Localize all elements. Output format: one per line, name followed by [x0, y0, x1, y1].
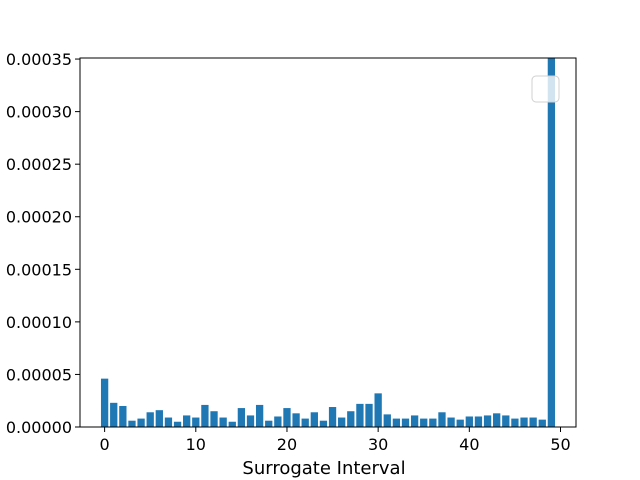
bar-33 — [401, 418, 410, 427]
bar-16 — [246, 415, 255, 427]
y-tick-label: 0.00005 — [6, 365, 72, 384]
x-tick-label: 10 — [186, 435, 206, 454]
bar-43 — [493, 413, 501, 427]
bar-34 — [410, 415, 419, 427]
y-tick-label: 0.00010 — [6, 313, 72, 332]
bar-0 — [100, 378, 109, 427]
x-tick-label: 50 — [550, 435, 570, 454]
x-axis-label: Surrogate Interval — [242, 458, 405, 479]
y-tick-label: 0.00015 — [6, 260, 72, 279]
bar-25 — [328, 407, 337, 427]
bar-14 — [228, 421, 236, 427]
bar-21 — [292, 413, 300, 427]
bar-17 — [255, 404, 264, 427]
bar-22 — [301, 418, 309, 427]
bar-44 — [502, 415, 510, 427]
y-tick-label: 0.00020 — [6, 208, 72, 227]
bar-31 — [383, 414, 391, 427]
bar-5 — [146, 412, 154, 427]
bar-32 — [392, 418, 401, 427]
y-tick-label: 0.00025 — [6, 155, 72, 174]
bar-40 — [465, 416, 473, 427]
y-tick-label: 0.00000 — [6, 418, 72, 437]
bar-37 — [438, 412, 446, 427]
bar-42 — [483, 415, 492, 427]
bar-2 — [119, 405, 127, 427]
bar-8 — [173, 421, 182, 427]
bar-26 — [338, 417, 346, 427]
bar-35 — [420, 418, 428, 427]
bar-29 — [365, 403, 373, 427]
bar-11 — [201, 404, 209, 427]
bar-30 — [374, 393, 382, 427]
bar-18 — [265, 420, 273, 427]
bar-4 — [137, 418, 145, 427]
bar-45 — [511, 418, 519, 427]
bar-3 — [128, 420, 136, 427]
bar-9 — [183, 415, 191, 427]
bar-48 — [538, 419, 546, 427]
y-tick-label: 0.00035 — [6, 50, 72, 69]
bar-series — [100, 58, 556, 427]
bar-36 — [429, 418, 437, 427]
bar-39 — [456, 419, 464, 427]
bar-12 — [210, 411, 218, 427]
bar-41 — [474, 416, 483, 427]
bar-49 — [547, 58, 556, 427]
x-tick-label: 0 — [100, 435, 110, 454]
legend-box — [531, 75, 560, 103]
x-tick-label: 40 — [459, 435, 479, 454]
bar-15 — [237, 408, 246, 427]
bar-38 — [447, 417, 455, 427]
bar-27 — [347, 411, 355, 427]
plot-frame — [79, 57, 577, 428]
bar-47 — [529, 417, 537, 427]
bar-23 — [310, 412, 318, 427]
bar-20 — [283, 408, 291, 427]
bar-19 — [274, 416, 282, 427]
bar-6 — [155, 410, 163, 427]
bar-7 — [164, 417, 173, 427]
bar-24 — [319, 420, 328, 427]
x-tick-label: 30 — [368, 435, 388, 454]
bar-1 — [110, 402, 118, 427]
x-axis: 0 10 20 30 40 50 — [100, 427, 571, 454]
bar-13 — [219, 417, 227, 427]
bar-46 — [520, 417, 528, 427]
x-tick-label: 20 — [277, 435, 297, 454]
bar-10 — [192, 417, 200, 427]
bar-28 — [356, 403, 364, 427]
y-tick-label: 0.00030 — [6, 103, 72, 122]
y-axis: 0.00000 0.00005 0.00010 0.00015 0.00020 0.000… — [6, 50, 80, 437]
